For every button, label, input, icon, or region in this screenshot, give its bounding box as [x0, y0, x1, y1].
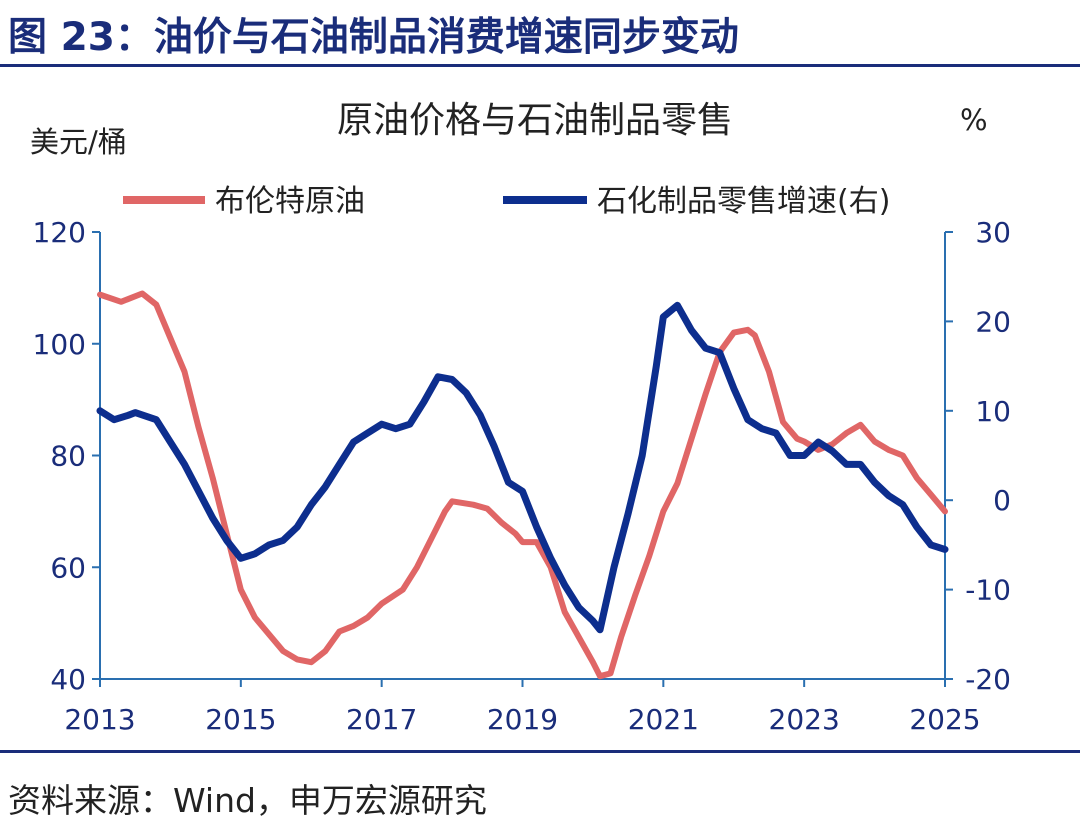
right-axis-tick-label: 0: [993, 484, 1011, 517]
right-axis-tick-label: -10: [965, 574, 1011, 607]
legend-label-brent: 布伦特原油: [215, 184, 365, 219]
series: [96, 290, 949, 680]
x-axis-tick-label: 2019: [487, 703, 558, 736]
left-axis-tick-label: 80: [50, 440, 86, 473]
right-axis-tick-label: 20: [975, 305, 1011, 338]
left-axis-tick-label: 100: [33, 328, 86, 361]
series-line-petro: [96, 301, 949, 634]
right-axis-tick-label: 30: [975, 216, 1011, 249]
figure-title: 图 23：油价与石油制品消费增速同步变动: [8, 15, 739, 60]
left-axis-tick-label: 120: [33, 216, 86, 249]
left-axis-tick-label: 60: [50, 551, 86, 584]
source-note: 资料来源：Wind，申万宏源研究: [8, 781, 487, 820]
series-line-brent: [97, 290, 948, 680]
legend: 布伦特原油 石化制品零售增速(右): [123, 184, 890, 219]
right-axis-unit: %: [960, 103, 988, 137]
x-axis-tick-label: 2015: [205, 703, 276, 736]
x-axis-tick-label: 2013: [64, 703, 135, 736]
bottom-rule: [0, 750, 1080, 753]
top-rule: [0, 64, 1080, 67]
x-axis-tick-label: 2021: [628, 703, 699, 736]
right-axis-tick-label: -20: [965, 663, 1011, 696]
x-axis-tick-label: 2023: [769, 703, 840, 736]
x-axis-tick-label: 2017: [346, 703, 417, 736]
legend-label-petro: 石化制品零售增速(右): [597, 184, 890, 219]
x-axis-tick-label: 2025: [909, 703, 980, 736]
chart: 原油价格与石油制品零售 美元/桶 % 布伦特原油 石化制品零售增速(右) 120…: [30, 100, 1011, 736]
right-axis-tick-label: 10: [975, 395, 1011, 428]
left-axis-unit: 美元/桶: [30, 125, 127, 159]
left-axis-tick-label: 40: [50, 663, 86, 696]
chart-title: 原油价格与石油制品零售: [337, 100, 733, 141]
